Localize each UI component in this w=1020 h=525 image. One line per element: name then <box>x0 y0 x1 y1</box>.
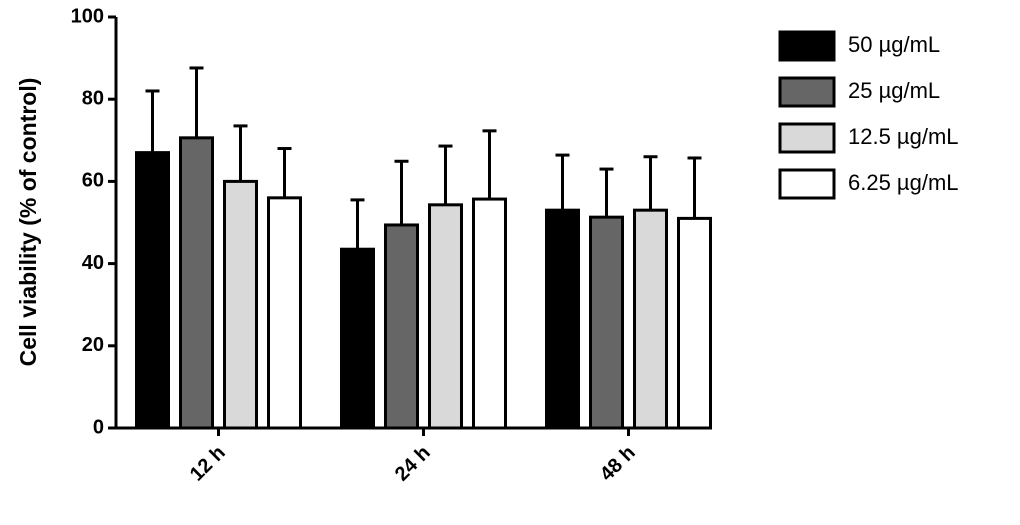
bar <box>472 197 507 430</box>
y-tick-label: 0 <box>93 416 104 438</box>
bar <box>384 223 419 430</box>
bar <box>633 208 668 430</box>
bar <box>589 215 624 430</box>
legend-swatch <box>778 76 836 108</box>
bar <box>223 179 258 430</box>
bar <box>179 136 214 430</box>
legend-label: 12.5 µg/mL <box>848 124 959 149</box>
legend-swatch <box>778 30 836 62</box>
legend-label: 25 µg/mL <box>848 78 940 103</box>
x-tick-label: 24 h <box>391 442 435 486</box>
y-tick-label: 60 <box>82 170 104 192</box>
x-tick-label: 12 h <box>186 442 230 486</box>
bar <box>340 247 375 430</box>
bar <box>677 216 712 430</box>
bar <box>267 196 302 430</box>
bar <box>135 151 170 430</box>
y-axis-label: Cell viability (% of control) <box>15 78 41 367</box>
legend-swatch <box>778 122 836 154</box>
legend-swatch <box>778 168 836 200</box>
y-tick-label: 40 <box>82 252 104 274</box>
bar <box>545 208 580 430</box>
y-tick-label: 100 <box>71 5 104 27</box>
bar <box>428 203 463 430</box>
legend-label: 50 µg/mL <box>848 32 940 57</box>
y-tick-label: 20 <box>82 334 104 356</box>
legend-label: 6.25 µg/mL <box>848 170 959 195</box>
x-tick-label: 48 h <box>596 442 640 486</box>
y-tick-label: 80 <box>82 87 104 109</box>
